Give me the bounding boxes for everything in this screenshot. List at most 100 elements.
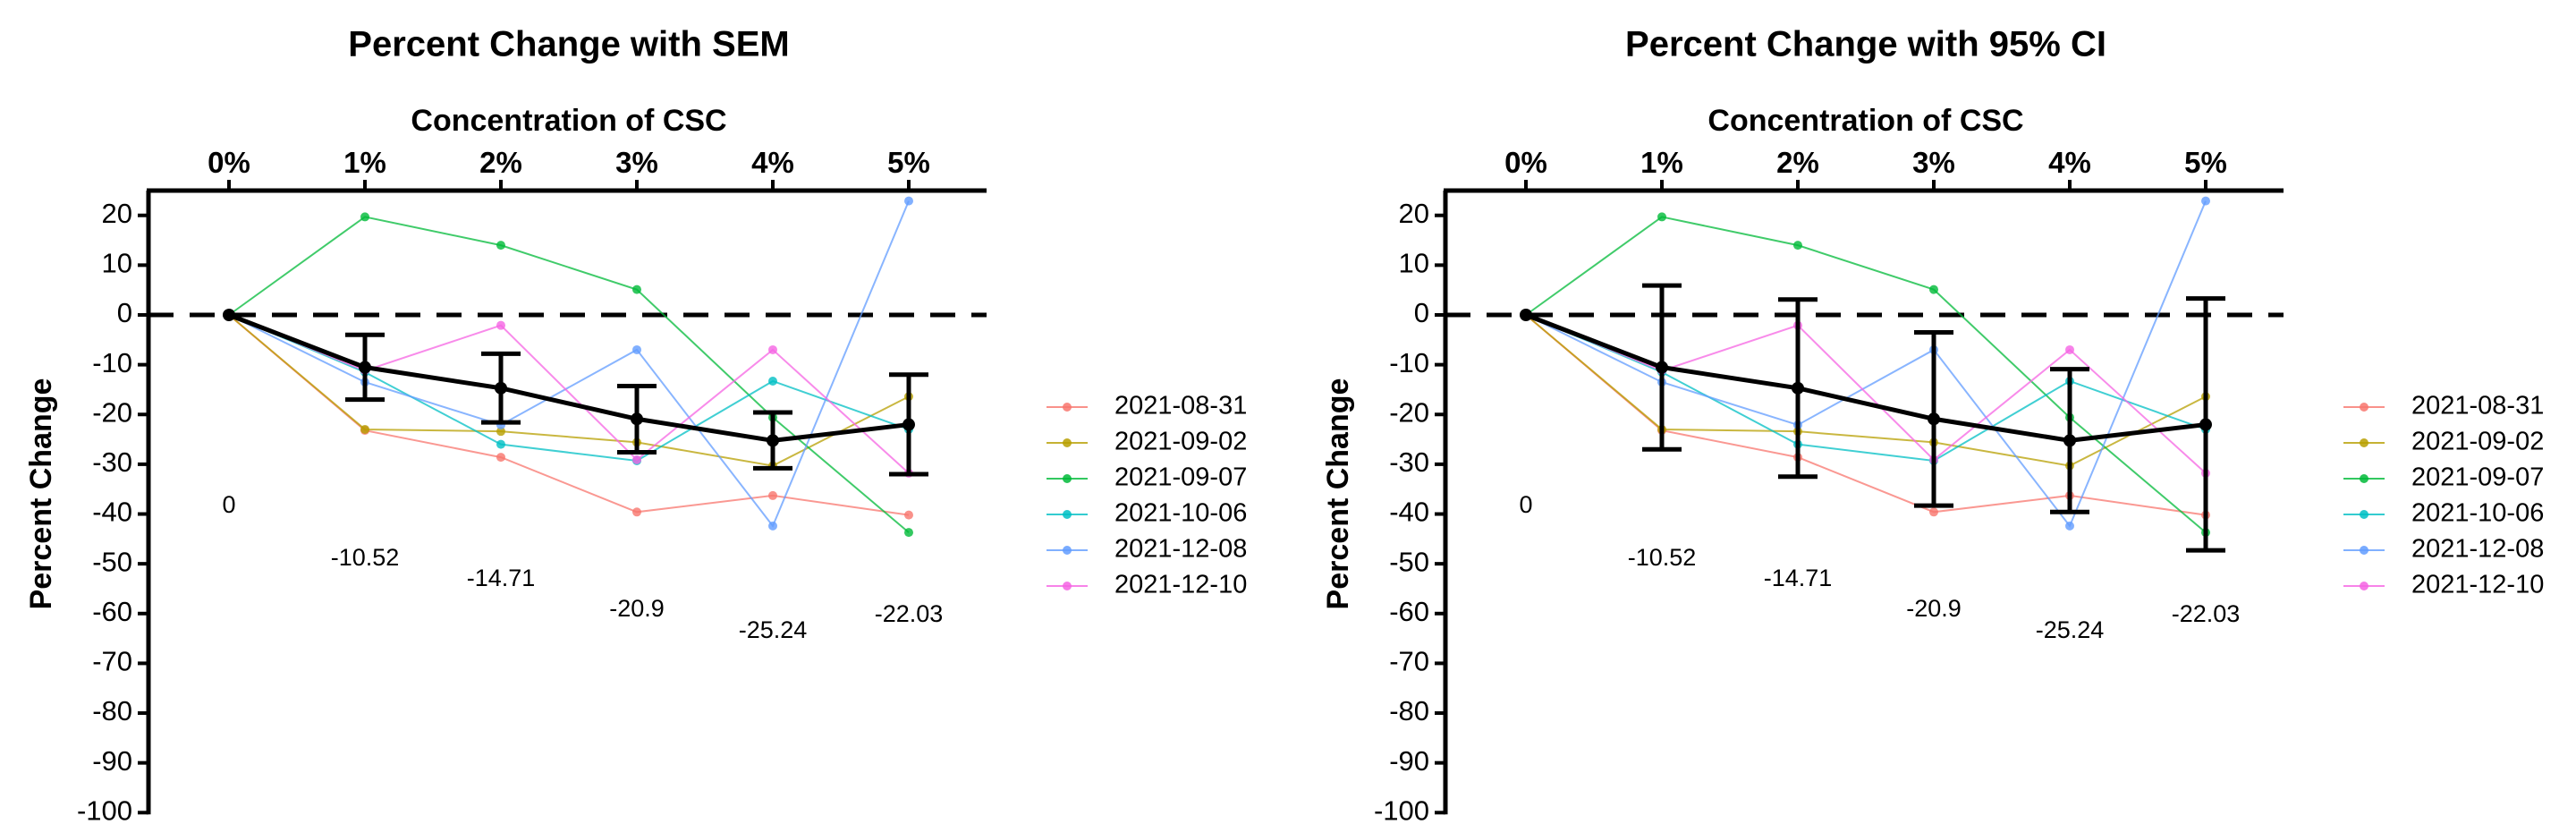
legend-item-label: 2021-12-10 <box>2411 571 2544 599</box>
y-tick-label: -40 <box>92 497 132 528</box>
mean-point <box>902 418 915 431</box>
series-point <box>360 424 369 434</box>
mean-point <box>767 434 779 447</box>
legend-swatch-point <box>2360 582 2368 590</box>
series-line-2021-12-10 <box>228 314 910 474</box>
series-point <box>768 344 777 354</box>
chart-title: Percent Change with SEM <box>348 25 789 64</box>
y-tick-label: -100 <box>1374 794 1429 824</box>
legend-item-label: 2021-09-07 <box>2411 463 2544 492</box>
x-tick-label: 4% <box>2048 146 2091 179</box>
mean-data-label: 0 <box>222 491 235 518</box>
legend-swatch-point <box>2360 474 2368 483</box>
series-point <box>1657 212 1666 222</box>
series-line-2021-12-08 <box>228 200 910 528</box>
legend-swatch-point <box>2360 438 2368 447</box>
legend-item-label: 2021-10-06 <box>1114 499 1247 528</box>
series-point <box>2201 196 2210 206</box>
mean-data-label: -10.52 <box>331 544 400 571</box>
legend-swatch-point <box>1063 510 1072 519</box>
y-tick-label: -80 <box>1389 695 1429 726</box>
mean-data-label: -14.71 <box>467 565 536 591</box>
y-tick-label: -30 <box>1389 446 1429 478</box>
series-line-2021-08-31 <box>228 314 910 516</box>
series-line-2021-09-02 <box>228 314 910 467</box>
legend-item-label: 2021-09-07 <box>1114 463 1247 492</box>
mean-data-label: -14.71 <box>1764 565 1833 591</box>
series-point <box>632 285 641 294</box>
y-tick-label: -30 <box>92 446 132 478</box>
y-axis-title: Percent Change <box>1321 378 1355 610</box>
y-tick-label: -60 <box>92 596 132 627</box>
x-axis-title: Concentration of CSC <box>1707 104 2023 138</box>
x-tick-label: 3% <box>615 146 658 179</box>
y-axis-title: Percent Change <box>24 378 58 610</box>
legend: 2021-08-31 2021-09-02 2021-09-07 2021-10-06… <box>2343 392 2544 599</box>
x-tick-label: 1% <box>343 146 386 179</box>
legend-item-label: 2021-08-31 <box>2411 392 2544 420</box>
series-point <box>496 241 505 251</box>
mean-data-label: -20.9 <box>609 595 665 622</box>
mean-data-label: -25.24 <box>739 616 808 643</box>
series-point <box>904 528 913 538</box>
legend-item-label: 2021-12-08 <box>2411 535 2544 564</box>
mean-point <box>2199 418 2212 431</box>
mean-point <box>631 412 643 426</box>
series-point <box>496 439 505 449</box>
legend-swatch-point <box>2360 546 2368 555</box>
legend: 2021-08-31 2021-09-02 2021-09-07 2021-10-06… <box>1046 392 1247 599</box>
mean-point <box>223 309 235 321</box>
legend-swatch-point <box>1063 474 1072 483</box>
mean-point <box>2063 434 2076 447</box>
mean-line <box>228 312 910 443</box>
legend-swatch-point <box>1063 546 1072 555</box>
y-tick-label: -20 <box>92 396 132 428</box>
mean-point <box>359 361 371 374</box>
y-tick-label: -50 <box>92 546 132 577</box>
y-tick-label: -70 <box>1389 646 1429 677</box>
x-tick-label: 3% <box>1912 146 1955 179</box>
series-point <box>632 454 641 464</box>
legend-swatch-point <box>2360 510 2368 519</box>
x-axis-title: Concentration of CSC <box>411 104 726 138</box>
mean-data-label: -22.03 <box>875 600 944 627</box>
mean-point <box>495 381 507 395</box>
series-line-2021-08-31 <box>1525 314 2207 516</box>
x-tick-label: 5% <box>2184 146 2227 179</box>
x-tick-label: 1% <box>1640 146 1683 179</box>
series-point <box>496 453 505 463</box>
y-tick-label: -90 <box>1389 745 1429 777</box>
series-point <box>2065 521 2074 531</box>
series-point <box>2065 344 2074 354</box>
legend-swatch-point <box>1063 438 1072 447</box>
series-point <box>496 427 505 437</box>
mean-data-label: -20.9 <box>1906 595 1962 622</box>
y-tick-label: -10 <box>1389 347 1429 378</box>
series-point <box>1929 507 1938 517</box>
y-tick-label: -50 <box>1389 546 1429 577</box>
y-tick-label: 10 <box>1399 248 1429 279</box>
legend-swatch-point <box>2360 403 2368 412</box>
legend-swatch-point <box>1063 403 1072 412</box>
series-point <box>1929 285 1938 294</box>
series-point <box>632 507 641 517</box>
series-point <box>632 344 641 354</box>
series-line-2021-12-10 <box>1525 314 2207 474</box>
series-line-2021-10-06 <box>228 314 910 463</box>
series-point <box>496 320 505 330</box>
mean-point <box>1656 361 1668 374</box>
mean-data-label: -25.24 <box>2036 616 2105 643</box>
mean-data-label: 0 <box>1519 491 1532 518</box>
y-tick-label: 10 <box>102 248 132 279</box>
legend-item-label: 2021-12-10 <box>1114 571 1247 599</box>
chart-panel-1: Percent Change with SEM Concentration of … <box>24 25 1247 824</box>
mean-data-label: -22.03 <box>2172 600 2241 627</box>
chart-title: Percent Change with 95% CI <box>1625 25 2106 64</box>
y-tick-label: -90 <box>92 745 132 777</box>
x-tick-label: 0% <box>208 146 250 179</box>
series-point <box>768 490 777 500</box>
y-tick-label: 0 <box>1414 297 1429 328</box>
mean-data-label: -10.52 <box>1628 544 1697 571</box>
x-tick-label: 2% <box>479 146 522 179</box>
y-tick-label: -10 <box>92 347 132 378</box>
